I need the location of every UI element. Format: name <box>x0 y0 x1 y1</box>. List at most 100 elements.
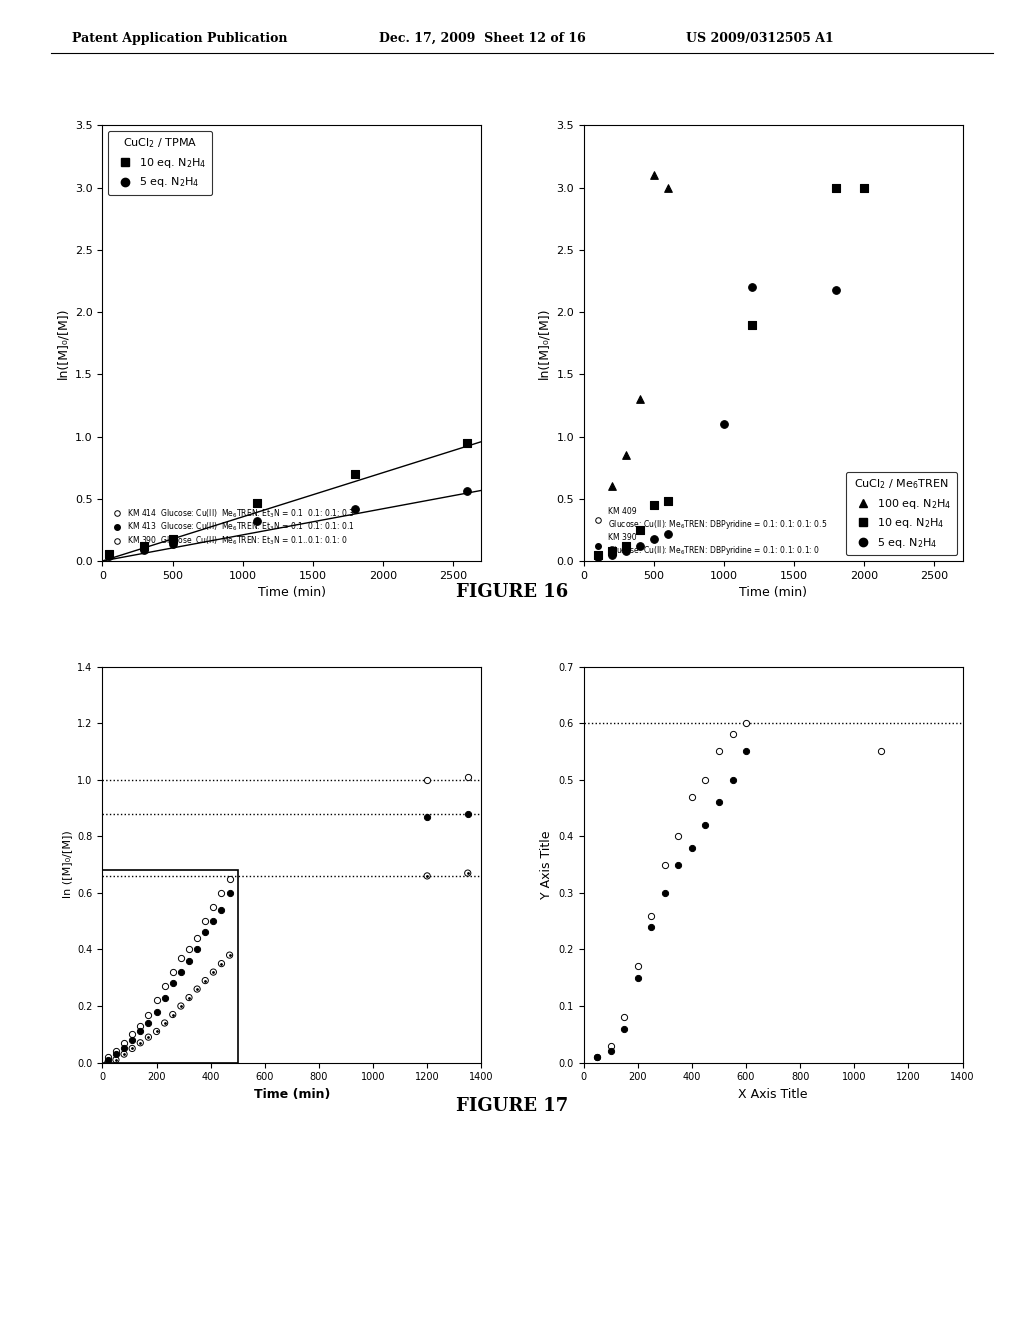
Point <box>181 950 198 972</box>
Point <box>116 1044 132 1065</box>
Point <box>617 540 634 561</box>
Point <box>828 177 845 198</box>
Point <box>124 1038 140 1059</box>
Point <box>630 968 646 989</box>
Point <box>136 540 153 561</box>
Y-axis label: Y Axis Title: Y Axis Title <box>540 830 553 899</box>
Point <box>181 987 198 1008</box>
Point <box>743 314 760 335</box>
Point <box>738 741 755 762</box>
Point <box>646 495 663 516</box>
Point <box>632 388 648 409</box>
Point <box>617 445 634 466</box>
Point <box>197 921 213 942</box>
Point <box>181 939 198 960</box>
Point <box>173 948 189 969</box>
Point <box>205 896 221 917</box>
Point <box>124 1024 140 1045</box>
Point <box>116 1044 132 1065</box>
X-axis label: Time (min): Time (min) <box>254 1088 330 1101</box>
Point <box>632 519 648 540</box>
Point <box>602 1035 618 1056</box>
Point <box>873 741 890 762</box>
Point <box>132 1015 148 1036</box>
Point <box>646 165 663 186</box>
Point <box>221 945 238 966</box>
Point <box>165 961 181 982</box>
Point <box>221 869 238 890</box>
Point <box>697 814 714 836</box>
Point <box>684 787 700 808</box>
Point <box>643 916 659 937</box>
Point <box>459 480 475 502</box>
Point <box>459 432 475 453</box>
Point <box>419 866 435 887</box>
Point <box>603 475 620 496</box>
Point <box>157 1012 173 1034</box>
Point <box>165 973 181 994</box>
Point <box>101 545 118 566</box>
Point <box>656 882 673 903</box>
Point <box>205 961 221 982</box>
Point <box>99 1052 116 1073</box>
X-axis label: X Axis Title: X Axis Title <box>738 1088 808 1101</box>
Point <box>347 498 364 519</box>
Point <box>602 1040 618 1061</box>
Point <box>108 1049 124 1071</box>
Point <box>157 975 173 997</box>
Point <box>249 511 265 532</box>
Point <box>460 862 476 883</box>
Point <box>656 854 673 875</box>
Point <box>659 177 676 198</box>
Legend: 100 eq. N$_2$H$_4$, 10 eq. N$_2$H$_4$, 5 eq. N$_2$H$_4$: 100 eq. N$_2$H$_4$, 10 eq. N$_2$H$_4$, 5… <box>846 471 957 556</box>
Point <box>630 956 646 977</box>
Point <box>743 277 760 298</box>
Point <box>589 1047 605 1068</box>
Point <box>140 1027 157 1048</box>
Text: US 2009/0312505 A1: US 2009/0312505 A1 <box>686 32 834 45</box>
Point <box>116 1032 132 1053</box>
Point <box>617 536 634 557</box>
Point <box>188 978 205 999</box>
Point <box>590 546 606 568</box>
Point <box>124 1030 140 1051</box>
Legend: KM 409
Glucose: Cu(II): Me$_6$TREN: DBPyridine = 0.1: 0.1: 0.1: 0.5, KM 390
Gluc: KM 409 Glucose: Cu(II): Me$_6$TREN: DBPy… <box>588 504 830 560</box>
Text: FIGURE 16: FIGURE 16 <box>456 582 568 601</box>
Point <box>711 792 727 813</box>
Point <box>205 961 221 982</box>
Point <box>132 1032 148 1053</box>
Point <box>670 854 686 875</box>
Point <box>157 1012 173 1034</box>
Bar <box>102 870 238 1063</box>
Point <box>140 1027 157 1048</box>
Point <box>738 713 755 734</box>
Point <box>632 536 648 557</box>
Point <box>165 533 181 554</box>
Point <box>213 953 229 974</box>
Point <box>724 723 740 744</box>
Point <box>148 1020 165 1041</box>
Legend: 10 eq. N$_2$H$_4$, 5 eq. N$_2$H$_4$: 10 eq. N$_2$H$_4$, 5 eq. N$_2$H$_4$ <box>108 131 212 195</box>
Point <box>659 523 676 544</box>
Point <box>603 544 620 565</box>
Text: Patent Application Publication: Patent Application Publication <box>72 32 287 45</box>
Point <box>828 279 845 300</box>
Point <box>460 862 476 883</box>
Point <box>108 1044 124 1065</box>
Text: Dec. 17, 2009  Sheet 12 of 16: Dec. 17, 2009 Sheet 12 of 16 <box>379 32 586 45</box>
Point <box>221 945 238 966</box>
Point <box>616 1018 633 1039</box>
Point <box>173 995 189 1016</box>
Point <box>148 1020 165 1041</box>
Point <box>132 1020 148 1041</box>
Point <box>99 1047 116 1068</box>
Point <box>419 770 435 791</box>
Point <box>856 177 872 198</box>
Point <box>460 767 476 788</box>
Text: FIGURE 17: FIGURE 17 <box>456 1097 568 1115</box>
Point <box>670 826 686 847</box>
Point <box>197 911 213 932</box>
Point <box>684 837 700 858</box>
Point <box>249 492 265 513</box>
Point <box>221 882 238 903</box>
